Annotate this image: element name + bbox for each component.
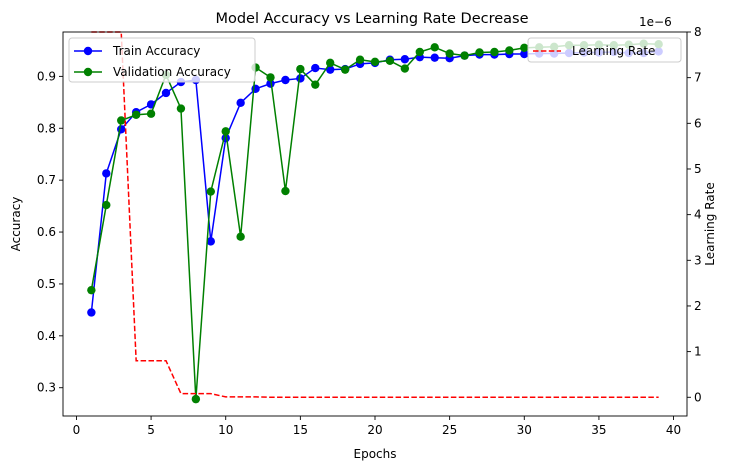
x-tick-label: 0 — [73, 423, 81, 437]
y2-tick-label: 1 — [694, 345, 702, 359]
y2-tick-label: 0 — [694, 390, 702, 404]
train-accuracy-point — [161, 88, 171, 98]
train-accuracy-point — [251, 84, 260, 94]
y-tick-label: 0.4 — [37, 329, 56, 343]
y2-tick-label: 4 — [694, 208, 702, 222]
validation-accuracy-point — [415, 47, 424, 57]
train-accuracy-point — [311, 63, 320, 73]
legend-right-box — [527, 37, 682, 63]
plot-layer — [87, 31, 663, 404]
x-tick-label: 5 — [147, 423, 155, 437]
x-axis-title: Epochs — [354, 447, 397, 461]
validation-accuracy-point — [340, 65, 350, 74]
train-accuracy-point — [102, 169, 111, 178]
validation-accuracy-point — [520, 43, 529, 53]
validation-accuracy-point — [475, 48, 484, 57]
learning-rate-line — [91, 31, 659, 398]
validation-accuracy-point — [221, 127, 230, 136]
y-tick-label: 0.3 — [37, 381, 56, 395]
validation-accuracy-point — [460, 51, 469, 60]
x-tick-label: 30 — [517, 423, 532, 437]
legend-learning-rate-label: Learning Rate — [572, 44, 655, 58]
validation-accuracy-point — [505, 46, 514, 55]
train-accuracy-point — [430, 53, 439, 62]
validation-accuracy-point — [490, 47, 499, 57]
train-accuracy-point — [266, 79, 275, 88]
validation-accuracy-point — [296, 64, 305, 74]
validation-accuracy-point — [311, 80, 320, 89]
x-tick-label: 15 — [293, 423, 308, 437]
legend-validation-accuracy-marker — [83, 67, 93, 77]
validation-accuracy-point — [146, 109, 156, 118]
validation-accuracy-point — [176, 104, 186, 113]
train-accuracy-point — [281, 75, 290, 85]
x-tick-label: 20 — [367, 423, 382, 437]
validation-accuracy-point — [400, 64, 410, 73]
train-accuracy-point — [206, 237, 215, 246]
validation-accuracy-point — [266, 73, 275, 82]
validation-accuracy-point — [117, 116, 126, 125]
validation-accuracy-point — [236, 232, 245, 241]
validation-accuracy-point — [385, 56, 395, 65]
x-tick-label: 25 — [442, 423, 457, 437]
validation-accuracy-point — [370, 57, 380, 67]
validation-accuracy-line — [90, 42, 659, 400]
y-tick-label: 0.6 — [37, 225, 56, 239]
legend-train-accuracy-marker — [83, 46, 93, 56]
x-tick-label: 35 — [591, 423, 606, 437]
validation-accuracy-point — [131, 110, 141, 119]
train-accuracy-line — [90, 50, 659, 313]
legend-train-accuracy-label: Train Accuracy — [112, 44, 200, 58]
y2-tick-label: 7 — [694, 71, 702, 85]
y2-tick-label: 6 — [694, 116, 702, 130]
y-axis-title: Accuracy — [9, 197, 23, 252]
y2-tick-label: 8 — [694, 25, 702, 39]
validation-accuracy-point — [206, 187, 215, 196]
y2-tick-label: 3 — [694, 253, 702, 267]
validation-accuracy-point — [326, 58, 335, 68]
chart-title: Model Accuracy vs Learning Rate Decrease — [215, 11, 528, 27]
train-accuracy-point — [117, 125, 126, 134]
legend-right: Learning Rate — [527, 37, 682, 63]
legend-validation-accuracy-label: Validation Accuracy — [113, 65, 231, 79]
train-accuracy-point — [400, 55, 410, 64]
validation-accuracy-point — [102, 200, 111, 210]
y-tick-label: 0.7 — [37, 173, 56, 187]
plot-frame — [62, 31, 688, 417]
train-accuracy-point — [236, 98, 245, 108]
validation-accuracy-point — [430, 43, 439, 52]
validation-accuracy-point — [281, 186, 290, 196]
validation-accuracy-point — [445, 49, 454, 58]
y2-tick-label: 2 — [694, 299, 702, 313]
validation-accuracy-point — [191, 394, 201, 404]
y-tick-label: 0.8 — [37, 121, 56, 135]
validation-accuracy-point — [355, 55, 365, 64]
y2-tick-label: 5 — [694, 162, 702, 176]
axis-layer: 0 5 10 15 20 25 30 35 400.30.40.50.60.70.80.9012… — [37, 25, 702, 437]
train-accuracy-point — [296, 74, 305, 83]
train-accuracy-point — [326, 65, 335, 74]
y2-offset-label: 1e−6 — [639, 15, 672, 29]
y-tick-label: 0.9 — [37, 69, 56, 83]
validation-accuracy-point — [87, 285, 96, 295]
legend-left-box — [68, 37, 256, 83]
y-tick-label: 0.5 — [37, 277, 56, 291]
train-accuracy-point — [87, 308, 96, 317]
y2-axis-title: Learning Rate — [703, 182, 717, 265]
x-tick-label: 40 — [666, 423, 681, 437]
x-tick-label: 10 — [218, 423, 233, 437]
legend-left: Train Accuracy Validation Accuracy — [68, 37, 256, 83]
train-accuracy-point — [520, 49, 529, 59]
